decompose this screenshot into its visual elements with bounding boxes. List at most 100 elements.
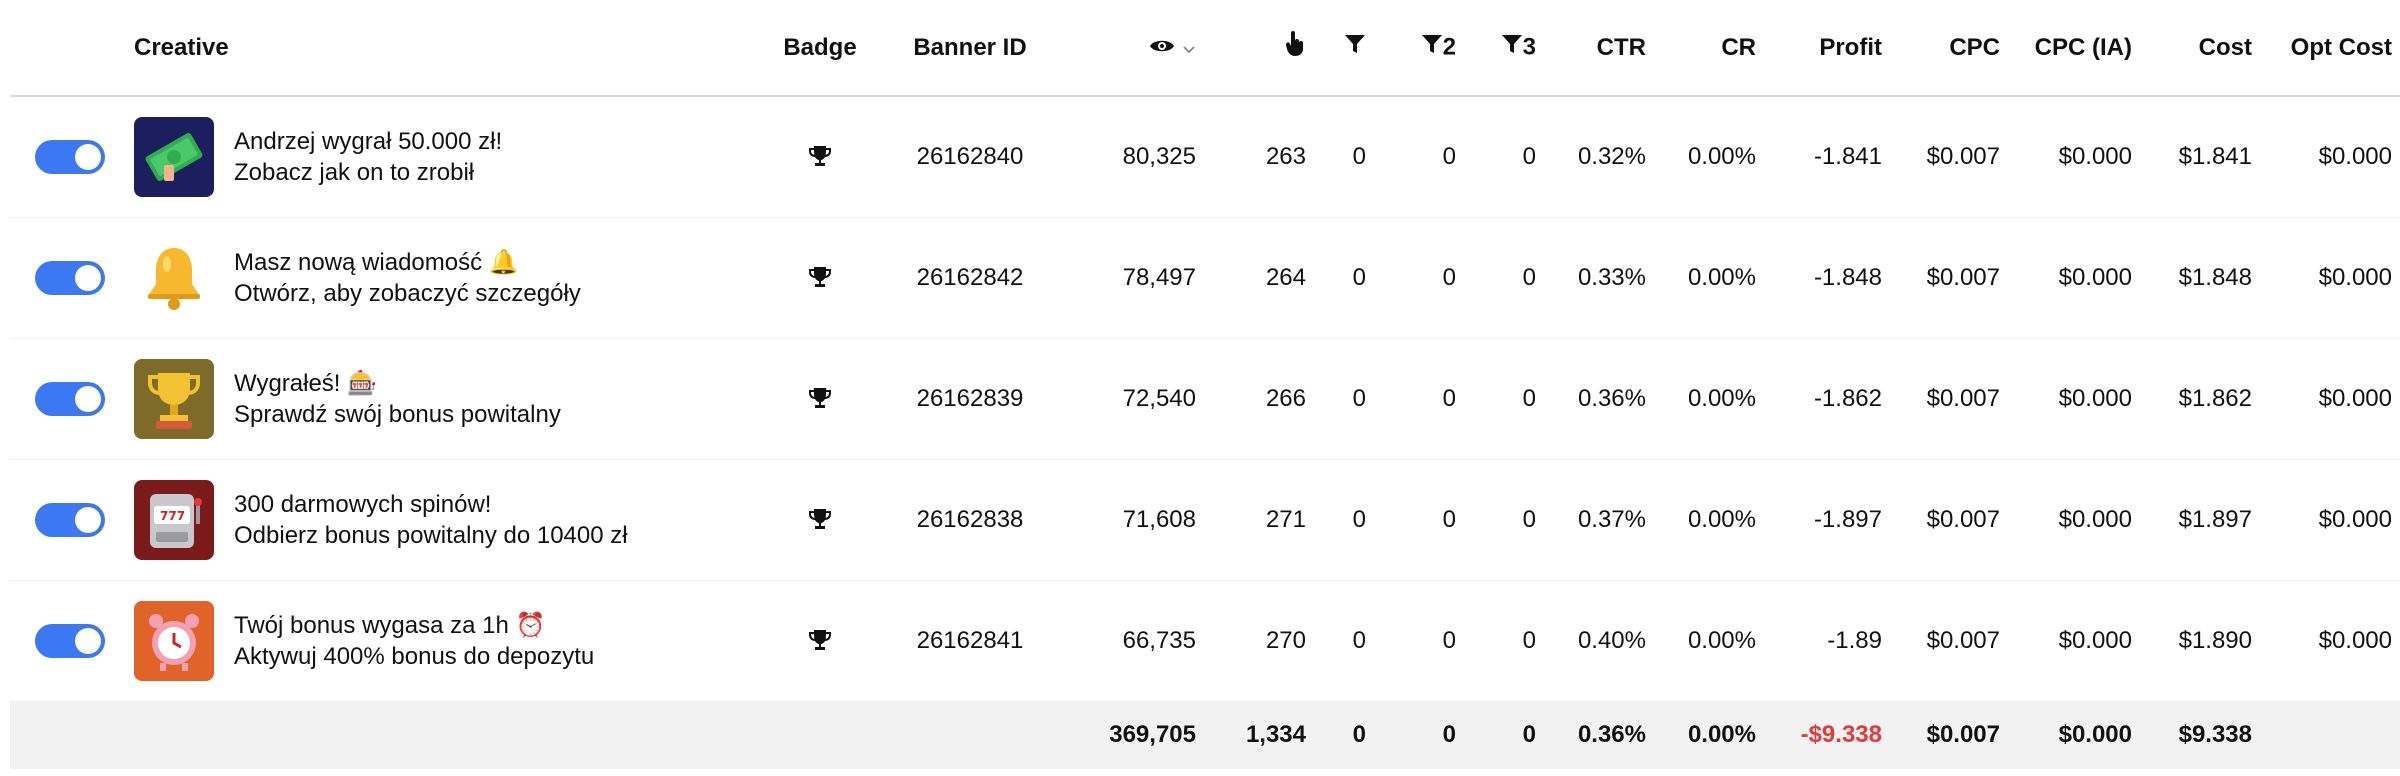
creative-cell: Twój bonus wygasa za 1h ⏰ Aktywuj 400% b… — [130, 580, 770, 702]
cost-cell: $1.841 — [2136, 96, 2256, 218]
creative[interactable]: Masz nową wiadomość 🔔 Otwórz, aby zobacz… — [134, 237, 766, 318]
creative[interactable]: Andrzej wygrał 50.000 zł! Zobacz jak on … — [134, 116, 766, 197]
creative-description: Zobacz jak on to zrobił — [234, 158, 475, 186]
bell-icon[interactable] — [134, 237, 214, 318]
cpc-cell: $0.007 — [1886, 217, 2004, 339]
header-next-partial[interactable]: C — [2396, 0, 2400, 97]
header-conv2[interactable]: 2 — [1370, 0, 1460, 97]
next-partial-cell: $0. — [2396, 580, 2400, 702]
header-ctr[interactable]: CTR — [1540, 0, 1650, 97]
header-banner-id[interactable]: Banner ID — [870, 0, 1070, 97]
eye-icon — [1149, 34, 1175, 62]
creative-text: Masz nową wiadomość 🔔 Otwórz, aby zobacz… — [234, 247, 581, 309]
status-toggle[interactable] — [35, 502, 105, 537]
clicks-cell: 266 — [1200, 338, 1310, 460]
trophy-icon — [807, 264, 833, 291]
header-conv3[interactable]: 3 — [1460, 0, 1540, 97]
header-creative-label: Creative — [134, 33, 229, 61]
cpc-cell: $0.007 — [1886, 96, 2004, 218]
trophy-icon — [807, 506, 833, 533]
slot-machine-icon[interactable]: 777 — [134, 479, 214, 560]
status-toggle[interactable] — [35, 139, 105, 174]
alarm-clock-icon[interactable] — [134, 600, 214, 681]
toggle-knob — [75, 385, 101, 412]
total-empty-cell — [2396, 701, 2400, 769]
total-profit: -$9.338 — [1800, 721, 1882, 749]
funnel-icon — [1344, 33, 1366, 62]
header-profit[interactable]: Profit — [1760, 0, 1886, 97]
trophy-icon — [807, 143, 833, 170]
badge-cell — [770, 338, 870, 460]
clicks-cell: 270 — [1200, 580, 1310, 702]
status-toggle-cell — [10, 459, 130, 581]
creative[interactable]: Wygrałeś! 🎰 Sprawdź swój bonus powitalny — [134, 358, 766, 439]
header-ctr-label: CTR — [1596, 33, 1646, 61]
trophy-cup-icon[interactable] — [134, 358, 214, 439]
total-ctr: 0.36% — [1577, 721, 1646, 749]
cost-cell: $1.848 — [2136, 217, 2256, 339]
total-conv2: 0 — [1442, 721, 1456, 749]
creative-cell: Andrzej wygrał 50.000 zł! Zobacz jak on … — [130, 96, 770, 218]
header-cr[interactable]: CR — [1650, 0, 1760, 97]
creative-text: Wygrałeś! 🎰 Sprawdź swój bonus powitalny — [234, 368, 561, 430]
table-row: Andrzej wygrał 50.000 zł! Zobacz jak on … — [10, 96, 2400, 218]
svg-text:777: 777 — [160, 509, 185, 523]
conv1-cell: 0 — [1310, 338, 1370, 460]
cost-cell: $1.862 — [2136, 338, 2256, 460]
header-opt-cost[interactable]: Opt Cost — [2256, 0, 2396, 97]
creative[interactable]: 777 300 darmowych spinów! Odbierz bonus … — [134, 479, 766, 560]
cpc-cell: $0.007 — [1886, 338, 2004, 460]
header-conv3-number: 3 — [1522, 33, 1536, 61]
header-creative[interactable]: Creative — [130, 0, 770, 97]
creative-description: Odbierz bonus powitalny do 10400 zł — [234, 521, 628, 549]
trophy-icon — [807, 627, 833, 654]
profit-cell: -1.89 — [1760, 580, 1886, 702]
ctr-cell: 0.36% — [1540, 338, 1650, 460]
conv3-cell: 0 — [1460, 217, 1540, 339]
totals-row: 369,705 1,334 0 0 0 0.36% 0.00% -$9.338 $0.007 $0… — [10, 701, 2400, 769]
header-profit-label: Profit — [1819, 33, 1882, 61]
money-icon[interactable] — [134, 116, 214, 197]
funnel-icon — [1421, 33, 1443, 62]
creative-text: Twój bonus wygasa za 1h ⏰ Aktywuj 400% b… — [234, 610, 594, 672]
header-cost-label: Cost — [2198, 33, 2252, 61]
creative[interactable]: Twój bonus wygasa za 1h ⏰ Aktywuj 400% b… — [134, 600, 766, 681]
status-toggle[interactable] — [35, 260, 105, 295]
total-empty-cell — [130, 701, 770, 769]
banner-id-cell: 26162840 — [870, 96, 1070, 218]
toggle-knob — [75, 143, 101, 170]
funnel-icon — [1501, 33, 1523, 62]
header-row: Creative Badge Banner ID — [10, 0, 2400, 97]
chevron-down-icon — [1182, 34, 1196, 62]
status-toggle-cell — [10, 580, 130, 702]
clicks-cell: 271 — [1200, 459, 1310, 581]
total-cost: $9.338 — [2178, 721, 2252, 749]
status-toggle[interactable] — [35, 623, 105, 658]
total-cpc-ia: $0.000 — [2058, 721, 2132, 749]
profit-cell: -1.862 — [1760, 338, 1886, 460]
total-cr: 0.00% — [1687, 721, 1756, 749]
conv2-cell: 0 — [1370, 338, 1460, 460]
header-cr-label: CR — [1721, 33, 1756, 61]
conv2-cell: 0 — [1370, 580, 1460, 702]
creative-title: Wygrałeś! 🎰 — [234, 369, 378, 397]
header-cpc-ia[interactable]: CPC (IA) — [2004, 0, 2136, 97]
conv1-cell: 0 — [1310, 580, 1370, 702]
status-toggle-cell — [10, 217, 130, 339]
header-badge[interactable]: Badge — [770, 0, 870, 97]
ctr-cell: 0.32% — [1540, 96, 1650, 218]
clicks-cell: 263 — [1200, 96, 1310, 218]
header-clicks[interactable] — [1200, 0, 1310, 97]
creatives-table: Creative Badge Banner ID — [10, 0, 2400, 769]
conv1-cell: 0 — [1310, 96, 1370, 218]
header-conv1[interactable] — [1310, 0, 1370, 97]
header-cpc[interactable]: CPC — [1886, 0, 2004, 97]
status-toggle[interactable] — [35, 381, 105, 416]
header-impressions[interactable] — [1070, 0, 1200, 97]
banner-id-cell: 26162838 — [870, 459, 1070, 581]
header-badge-label: Badge — [783, 33, 857, 61]
badge-cell — [770, 580, 870, 702]
header-cost[interactable]: Cost — [2136, 0, 2256, 97]
cpc-ia-cell: $0.000 — [2004, 96, 2136, 218]
table-row: Twój bonus wygasa za 1h ⏰ Aktywuj 400% b… — [10, 580, 2400, 702]
